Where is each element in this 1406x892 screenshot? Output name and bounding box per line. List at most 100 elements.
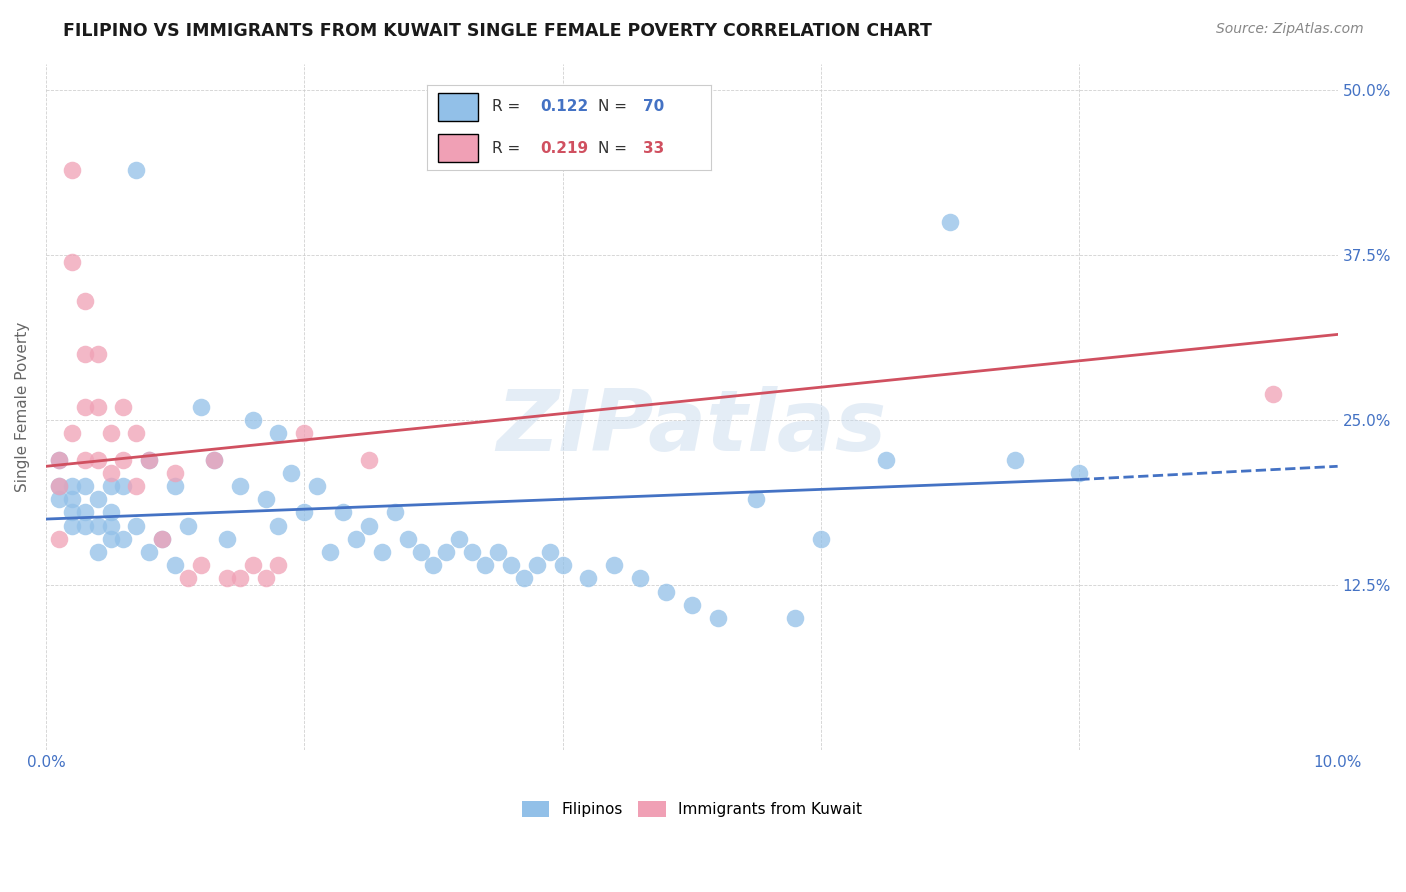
Point	[48, 452, 70, 467]
Point	[267, 558, 290, 573]
Point	[434, 545, 457, 559]
Point	[461, 545, 484, 559]
Point	[73, 347, 96, 361]
Legend: Filipinos, Immigrants from Kuwait: Filipinos, Immigrants from Kuwait	[516, 795, 868, 823]
Point	[73, 400, 96, 414]
Point	[73, 506, 96, 520]
Point	[228, 479, 250, 493]
Point	[486, 545, 509, 559]
Point	[165, 479, 187, 493]
Point	[150, 532, 173, 546]
Point	[86, 545, 108, 559]
Point	[344, 532, 367, 546]
Point	[1261, 386, 1284, 401]
Point	[60, 506, 83, 520]
Point	[785, 611, 807, 625]
Point	[125, 426, 148, 441]
Point	[73, 452, 96, 467]
Point	[939, 215, 962, 229]
Point	[267, 426, 290, 441]
Point	[60, 518, 83, 533]
Text: Source: ZipAtlas.com: Source: ZipAtlas.com	[1216, 22, 1364, 37]
Point	[409, 545, 432, 559]
Point	[526, 558, 548, 573]
Point	[357, 452, 380, 467]
Point	[202, 452, 225, 467]
Point	[538, 545, 561, 559]
Point	[165, 466, 187, 480]
Point	[371, 545, 394, 559]
Text: FILIPINO VS IMMIGRANTS FROM KUWAIT SINGLE FEMALE POVERTY CORRELATION CHART: FILIPINO VS IMMIGRANTS FROM KUWAIT SINGL…	[63, 22, 932, 40]
Point	[513, 571, 536, 585]
Point	[60, 255, 83, 269]
Point	[449, 532, 471, 546]
Point	[112, 479, 135, 493]
Point	[422, 558, 444, 573]
Point	[215, 571, 238, 585]
Point	[112, 400, 135, 414]
Point	[1004, 452, 1026, 467]
Point	[100, 518, 122, 533]
Point	[215, 532, 238, 546]
Point	[150, 532, 173, 546]
Point	[138, 452, 160, 467]
Point	[267, 518, 290, 533]
Point	[202, 452, 225, 467]
Point	[307, 479, 329, 493]
Point	[60, 162, 83, 177]
Point	[125, 479, 148, 493]
Point	[499, 558, 522, 573]
Point	[681, 598, 703, 612]
Point	[242, 558, 264, 573]
Point	[706, 611, 728, 625]
Point	[73, 518, 96, 533]
Point	[125, 518, 148, 533]
Point	[60, 426, 83, 441]
Point	[603, 558, 626, 573]
Point	[60, 492, 83, 507]
Point	[474, 558, 496, 573]
Point	[112, 532, 135, 546]
Point	[100, 426, 122, 441]
Point	[745, 492, 768, 507]
Point	[86, 347, 108, 361]
Point	[628, 571, 651, 585]
Point	[138, 452, 160, 467]
Point	[810, 532, 832, 546]
Point	[177, 518, 200, 533]
Point	[100, 479, 122, 493]
Point	[319, 545, 342, 559]
Point	[242, 413, 264, 427]
Point	[332, 506, 354, 520]
Point	[48, 532, 70, 546]
Point	[100, 532, 122, 546]
Point	[655, 584, 678, 599]
Point	[138, 545, 160, 559]
Point	[228, 571, 250, 585]
Point	[86, 400, 108, 414]
Point	[100, 466, 122, 480]
Point	[48, 479, 70, 493]
Point	[125, 162, 148, 177]
Point	[86, 518, 108, 533]
Text: ZIPatlas: ZIPatlas	[496, 386, 887, 469]
Point	[86, 492, 108, 507]
Point	[292, 426, 315, 441]
Point	[177, 571, 200, 585]
Y-axis label: Single Female Poverty: Single Female Poverty	[15, 322, 30, 492]
Point	[73, 479, 96, 493]
Point	[578, 571, 600, 585]
Point	[86, 452, 108, 467]
Point	[1069, 466, 1091, 480]
Point	[48, 479, 70, 493]
Point	[100, 506, 122, 520]
Point	[73, 294, 96, 309]
Point	[165, 558, 187, 573]
Point	[280, 466, 302, 480]
Point	[254, 571, 277, 585]
Point	[396, 532, 419, 546]
Point	[551, 558, 574, 573]
Point	[875, 452, 897, 467]
Point	[254, 492, 277, 507]
Point	[384, 506, 406, 520]
